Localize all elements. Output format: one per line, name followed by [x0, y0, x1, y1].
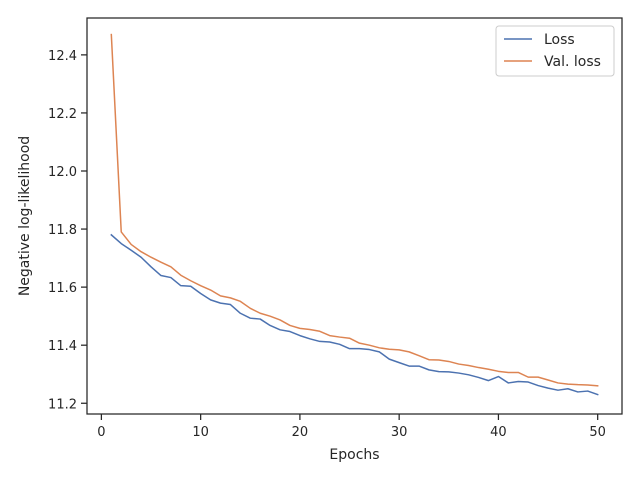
y-axis-ticks: 11.2 11.4 11.6 11.8 12.0 12.2 12.4	[48, 49, 87, 412]
y-tick-label: 12.2	[48, 107, 77, 122]
y-tick-label: 11.6	[48, 281, 77, 296]
y-tick-label: 11.8	[48, 223, 77, 238]
series-line-loss	[110, 233, 599, 396]
x-axis-ticks: 0 10 20 30 40 50	[97, 414, 606, 440]
x-tick-label: 0	[97, 425, 105, 440]
y-tick-label: 11.2	[48, 397, 77, 412]
x-tick-label: 40	[490, 425, 507, 440]
axes-frame	[86, 17, 623, 415]
y-axis-label: Negative log-likelihood	[17, 136, 33, 296]
x-tick-label: 20	[292, 425, 309, 440]
legend-label: Loss	[544, 32, 575, 48]
plot-area	[110, 33, 599, 396]
y-tick-label: 12.0	[48, 165, 77, 180]
x-axis-label: Epochs	[329, 447, 379, 463]
legend-label: Val. loss	[544, 54, 601, 70]
x-tick-label: 50	[589, 425, 606, 440]
y-tick-label: 11.4	[48, 339, 77, 354]
y-tick-label: 12.4	[48, 49, 77, 64]
x-tick-label: 30	[391, 425, 408, 440]
legend: Loss Val. loss	[495, 25, 615, 77]
series-line-val-loss	[110, 33, 599, 387]
x-tick-label: 10	[192, 425, 209, 440]
